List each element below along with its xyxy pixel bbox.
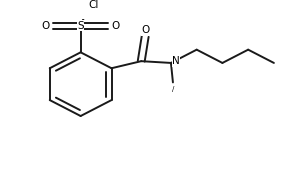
Text: O: O: [42, 21, 50, 31]
Text: Cl: Cl: [88, 0, 99, 10]
Text: O: O: [111, 21, 119, 31]
Text: /: /: [172, 86, 174, 92]
Text: S: S: [77, 21, 84, 31]
Text: N: N: [172, 56, 180, 66]
Text: O: O: [141, 25, 149, 35]
